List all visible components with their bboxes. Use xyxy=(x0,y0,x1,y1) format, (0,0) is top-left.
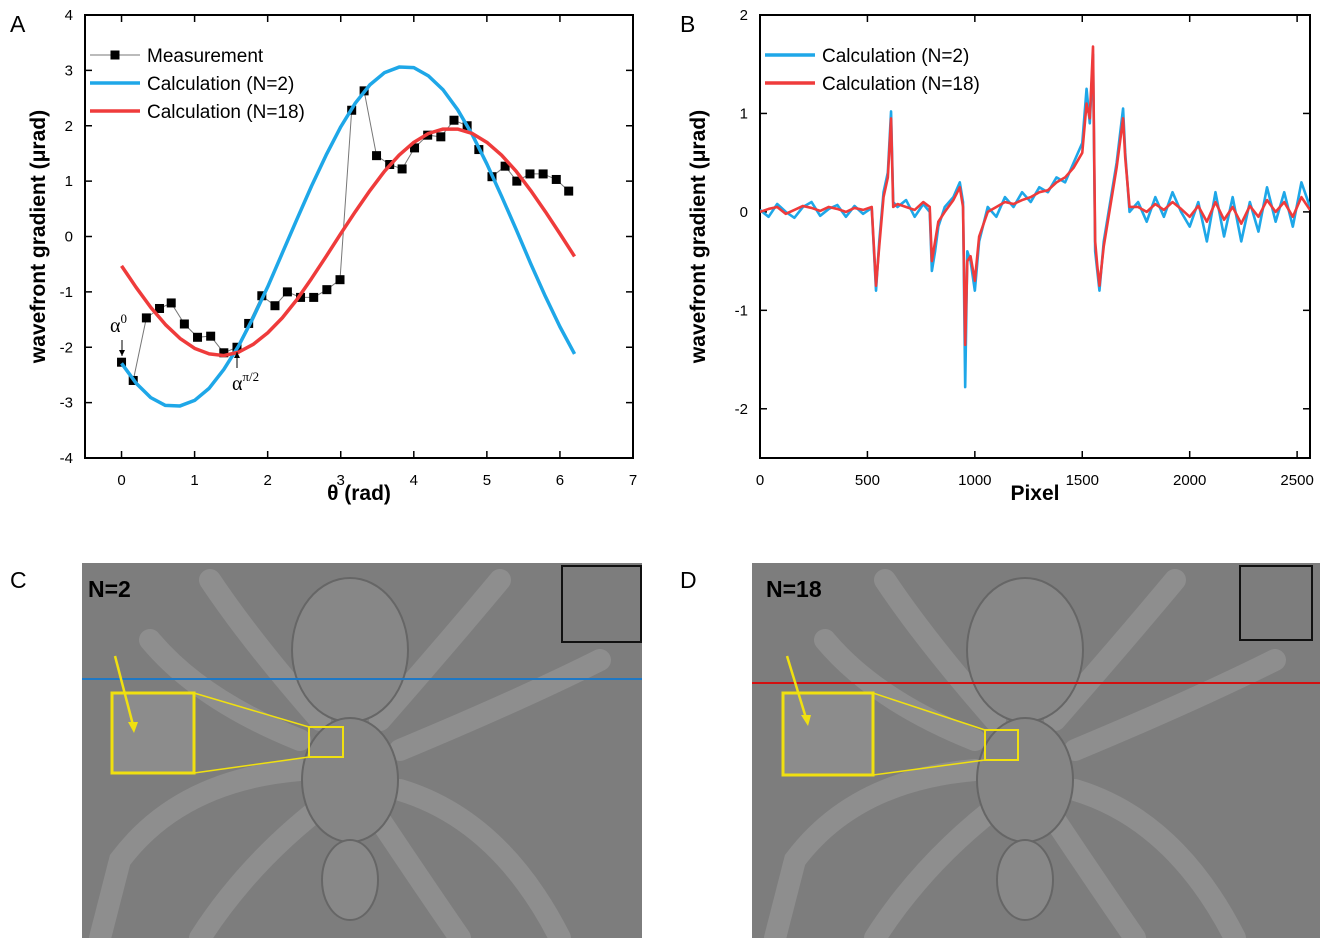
panel-label: A xyxy=(10,11,26,37)
y-axis-label: wavefront gradient (μrad) xyxy=(687,110,710,364)
x-tick-label: 4 xyxy=(410,472,418,489)
annotation: απ/2 xyxy=(232,369,259,395)
panel-label: B xyxy=(680,11,695,37)
y-tick-label: 1 xyxy=(65,173,73,190)
x-tick-label: 1000 xyxy=(958,472,991,489)
y-tick-label: 1 xyxy=(740,105,748,122)
marker xyxy=(335,275,345,285)
marker xyxy=(309,292,319,302)
marker xyxy=(512,176,522,186)
marker xyxy=(141,313,151,323)
marker xyxy=(155,303,165,313)
legend-label: Calculation (N=2) xyxy=(147,74,294,95)
marker xyxy=(372,151,382,161)
x-tick-label: 1500 xyxy=(1066,472,1099,489)
x-tick-label: 500 xyxy=(855,472,880,489)
legend-label: Measurement xyxy=(147,46,264,67)
annotation-arrowhead xyxy=(234,352,240,358)
image-label: N=18 xyxy=(766,576,822,602)
marker xyxy=(193,332,203,342)
image-label: N=2 xyxy=(88,576,131,602)
marker xyxy=(282,287,292,297)
x-tick-label: 2000 xyxy=(1173,472,1206,489)
legend-label: Calculation (N=18) xyxy=(147,102,305,123)
x-tick-label: 5 xyxy=(483,472,491,489)
marker xyxy=(179,319,189,329)
marker xyxy=(270,301,280,311)
x-tick-label: 2 xyxy=(263,472,271,489)
x-tick-label: 6 xyxy=(556,472,564,489)
marker xyxy=(500,161,510,171)
legend-label: Calculation (N=18) xyxy=(822,74,980,95)
marker xyxy=(564,186,574,196)
marker xyxy=(219,348,229,358)
y-tick-label: -4 xyxy=(60,450,73,467)
y-tick-label: 2 xyxy=(740,7,748,24)
marker xyxy=(436,132,446,142)
marker xyxy=(538,169,548,179)
x-axis-label: θ (rad) xyxy=(327,482,391,505)
plot-frame xyxy=(759,14,1311,459)
annotation-text: α xyxy=(232,373,243,395)
y-tick-label: 3 xyxy=(65,62,73,79)
y-tick-label: -2 xyxy=(735,401,748,418)
series-line xyxy=(760,53,1310,389)
marker xyxy=(551,174,561,184)
image-panel xyxy=(752,563,1320,938)
legend-label: Calculation (N=2) xyxy=(822,46,969,67)
series-line xyxy=(120,127,577,358)
plot-area xyxy=(760,45,1310,389)
annotation-arrowhead xyxy=(119,350,125,356)
annotation-sup: 0 xyxy=(120,311,127,326)
marker xyxy=(322,285,332,295)
x-tick-label: 0 xyxy=(117,472,125,489)
x-tick-label: 0 xyxy=(756,472,764,489)
x-tick-label: 1 xyxy=(190,472,198,489)
panel-label: D xyxy=(680,567,697,593)
y-tick-label: 2 xyxy=(65,118,73,135)
y-tick-label: 4 xyxy=(65,7,73,24)
x-tick-label: 7 xyxy=(629,472,637,489)
marker xyxy=(410,143,420,153)
y-tick-label: 0 xyxy=(65,229,73,246)
y-axis-label: wavefront gradient (μrad) xyxy=(27,110,50,364)
annotation-sup: π/2 xyxy=(242,369,259,384)
marker xyxy=(397,164,407,174)
y-tick-label: 0 xyxy=(740,204,748,221)
image-panel xyxy=(82,563,642,938)
measurement-line xyxy=(121,90,570,381)
annotation: α0 xyxy=(110,311,127,337)
marker xyxy=(525,169,535,179)
marker xyxy=(206,331,216,341)
x-tick-label: 3 xyxy=(337,472,345,489)
x-axis-label: Pixel xyxy=(1010,482,1059,505)
y-tick-label: -1 xyxy=(735,302,748,319)
marker xyxy=(449,115,459,125)
y-tick-label: -2 xyxy=(60,339,73,356)
marker xyxy=(166,298,176,308)
y-tick-label: -1 xyxy=(60,284,73,301)
series-line xyxy=(760,45,1310,347)
series-line xyxy=(120,65,577,408)
panel-label: C xyxy=(10,567,27,593)
y-tick-label: -3 xyxy=(60,395,73,412)
plot-area xyxy=(117,65,577,408)
annotation-text: α xyxy=(110,315,121,337)
marker xyxy=(117,357,127,367)
legend-marker xyxy=(110,50,120,60)
x-tick-label: 2500 xyxy=(1280,472,1313,489)
